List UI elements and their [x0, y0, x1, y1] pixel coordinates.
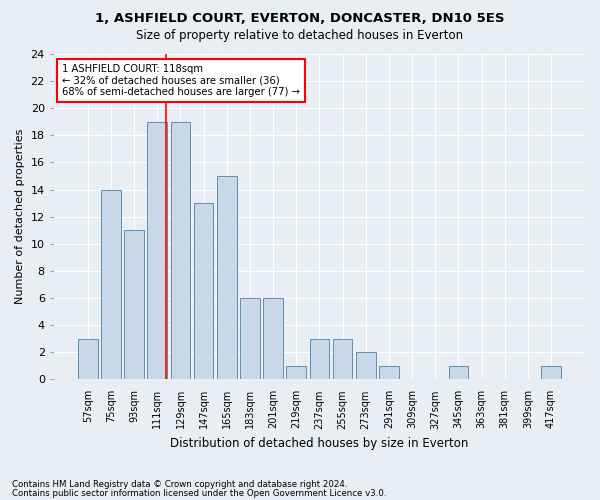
- Bar: [194, 203, 214, 380]
- Text: 1, ASHFIELD COURT, EVERTON, DONCASTER, DN10 5ES: 1, ASHFIELD COURT, EVERTON, DONCASTER, D…: [95, 12, 505, 26]
- Bar: [541, 366, 561, 380]
- Y-axis label: Number of detached properties: Number of detached properties: [15, 129, 25, 304]
- Bar: [263, 298, 283, 380]
- Bar: [124, 230, 144, 380]
- Text: Contains public sector information licensed under the Open Government Licence v3: Contains public sector information licen…: [12, 488, 386, 498]
- Bar: [379, 366, 399, 380]
- Bar: [310, 339, 329, 380]
- Text: Contains HM Land Registry data © Crown copyright and database right 2024.: Contains HM Land Registry data © Crown c…: [12, 480, 347, 489]
- Bar: [333, 339, 352, 380]
- Bar: [449, 366, 468, 380]
- Bar: [240, 298, 260, 380]
- Bar: [170, 122, 190, 380]
- Bar: [217, 176, 236, 380]
- Bar: [356, 352, 376, 380]
- X-axis label: Distribution of detached houses by size in Everton: Distribution of detached houses by size …: [170, 437, 469, 450]
- Bar: [78, 339, 98, 380]
- Text: 1 ASHFIELD COURT: 118sqm
← 32% of detached houses are smaller (36)
68% of semi-d: 1 ASHFIELD COURT: 118sqm ← 32% of detach…: [62, 64, 299, 97]
- Bar: [148, 122, 167, 380]
- Text: Size of property relative to detached houses in Everton: Size of property relative to detached ho…: [136, 29, 464, 42]
- Bar: [101, 190, 121, 380]
- Bar: [286, 366, 306, 380]
